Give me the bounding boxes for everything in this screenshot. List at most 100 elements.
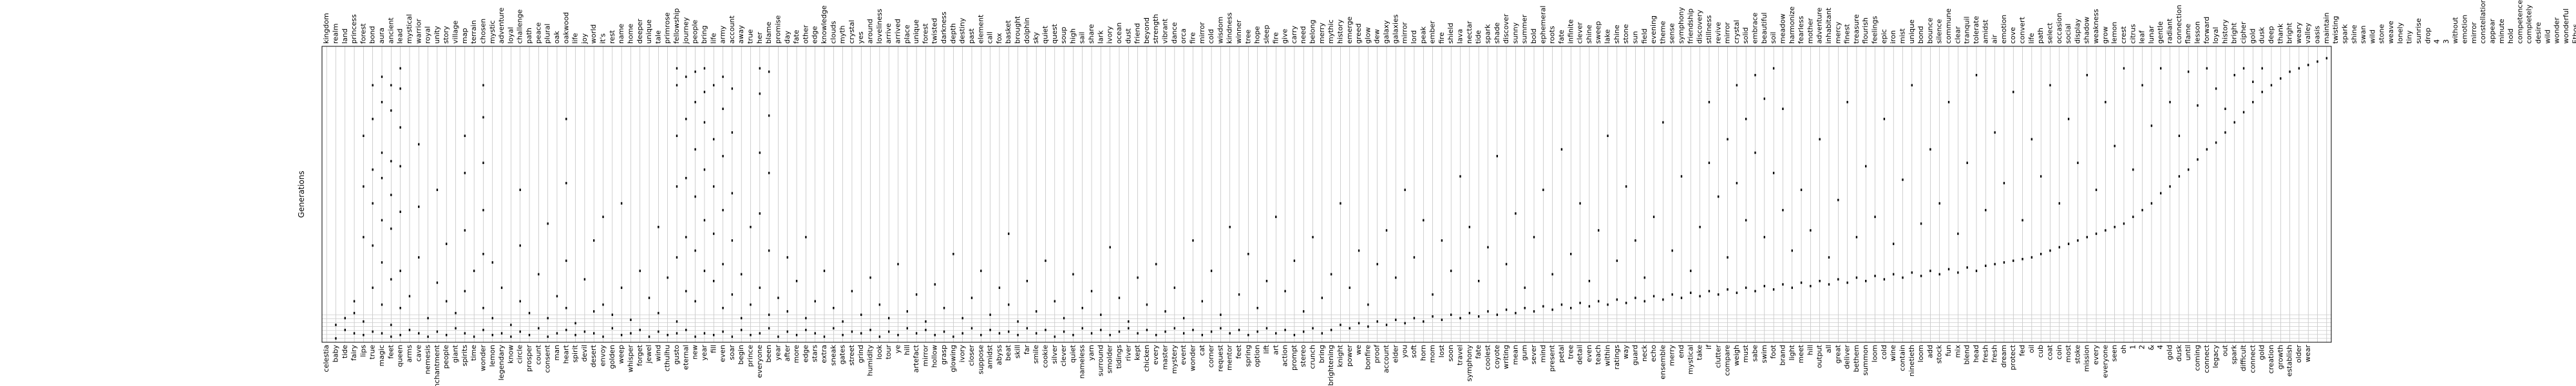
top-tick-label: cove: [2009, 27, 2017, 44]
bottom-tick-label: fate: [1474, 345, 1482, 359]
bottom-tick-label: new: [691, 345, 699, 360]
top-tick-label: cipher: [2239, 21, 2248, 44]
data-point: [694, 249, 696, 252]
data-point: [2067, 118, 2070, 120]
data-point: [1505, 262, 1508, 266]
top-tick-label: loveliness: [875, 8, 884, 44]
top-tick-label: lead: [396, 28, 404, 44]
data-point: [980, 270, 982, 272]
data-point: [2095, 232, 2098, 235]
data-point: [565, 181, 567, 185]
data-point: [2215, 87, 2217, 90]
data-point: [1782, 208, 1784, 212]
data-point: [952, 253, 954, 255]
data-point: [620, 202, 623, 205]
data-point: [648, 297, 650, 299]
top-tick-label: leaf: [2138, 30, 2146, 44]
bottom-tick-label: stars: [811, 345, 819, 362]
top-tick-label: inhabitant: [1824, 7, 1833, 44]
data-point: [887, 317, 890, 320]
bottom-tick-label: hollow: [931, 345, 939, 368]
bottom-tick-label: heart: [562, 344, 570, 363]
data-point: [1008, 330, 1010, 333]
bottom-tick-label: coolest: [1483, 344, 1492, 370]
top-tick-label: fate: [792, 30, 800, 44]
data-point: [1487, 246, 1489, 249]
top-tick-label: shine: [2350, 24, 2358, 44]
data-point: [611, 327, 614, 330]
data-point: [934, 333, 936, 336]
data-point: [676, 332, 678, 335]
data-point: [363, 185, 365, 188]
data-point: [676, 185, 678, 188]
data-point: [1395, 318, 1397, 321]
data-point: [694, 195, 696, 198]
data-point: [1579, 202, 1581, 205]
bottom-tick-label: sever: [1530, 345, 1538, 365]
data-point: [1570, 253, 1572, 255]
bottom-tick-label: fed: [2018, 345, 2027, 356]
top-tick-label: epic: [1880, 29, 1888, 44]
data-point: [1045, 329, 1046, 331]
top-tick-label: life: [709, 33, 717, 44]
bottom-tick-label: compare: [1723, 345, 1732, 376]
data-point: [1745, 118, 1747, 120]
data-point: [869, 329, 871, 331]
top-tick-label: 3: [2442, 39, 2450, 44]
bottom-tick-label: cookie: [1041, 345, 1049, 368]
data-point: [989, 313, 991, 317]
bottom-tick-label: man: [553, 345, 561, 360]
top-tick-label: ancient: [386, 17, 395, 44]
data-point: [2280, 77, 2282, 80]
top-tick-label: dust: [1124, 28, 1132, 44]
data-point: [1045, 259, 1046, 262]
top-tick-label: past: [967, 28, 976, 44]
data-point: [1680, 175, 1683, 178]
bottom-tick-label: feet: [386, 344, 395, 358]
data-point: [1072, 333, 1074, 336]
data-point: [1256, 330, 1258, 333]
top-tick-label: bond: [368, 26, 377, 44]
top-tick-label: loyal: [2211, 27, 2220, 44]
data-point: [2289, 70, 2291, 73]
data-point: [390, 335, 392, 338]
data-point: [491, 333, 493, 336]
top-tick-label: other: [801, 24, 810, 44]
data-point: [1201, 333, 1203, 336]
data-point: [1349, 327, 1350, 330]
data-point: [1662, 121, 1664, 124]
data-point: [464, 172, 466, 174]
data-point: [1598, 229, 1600, 232]
data-point: [1146, 329, 1148, 331]
bottom-tick-label: giant: [451, 344, 460, 363]
data-point: [1865, 165, 1867, 168]
data-point: [805, 317, 807, 320]
top-tick-label: home: [626, 24, 634, 44]
data-point: [1727, 288, 1728, 291]
data-point: [795, 333, 798, 336]
data-point: [2067, 243, 2070, 245]
data-point: [2141, 84, 2143, 87]
data-point: [2123, 67, 2125, 70]
top-tick-label: desire: [2534, 22, 2543, 44]
top-tick-label: quest: [1050, 24, 1059, 44]
bottom-tick-label: symphony: [1465, 345, 1473, 382]
data-point: [372, 202, 374, 205]
data-point: [1718, 293, 1719, 296]
top-tick-label: destiny: [958, 17, 967, 44]
data-point: [814, 300, 816, 303]
data-point: [1763, 97, 1766, 100]
top-tick-label: hold: [2506, 28, 2515, 44]
bottom-tick-label: fun: [1944, 345, 1953, 356]
data-point: [722, 306, 724, 309]
data-point: [2261, 91, 2263, 93]
data-point: [1846, 100, 1848, 104]
bottom-tick-label: every: [2092, 345, 2100, 365]
data-point: [2012, 259, 2014, 262]
bottom-tick-label: creation: [2267, 345, 2275, 374]
data-point: [1810, 229, 1812, 232]
data-point: [363, 134, 365, 137]
bottom-tick-label: account: [1382, 344, 1390, 373]
data-point: [1459, 175, 1461, 178]
data-point: [2012, 91, 2014, 93]
